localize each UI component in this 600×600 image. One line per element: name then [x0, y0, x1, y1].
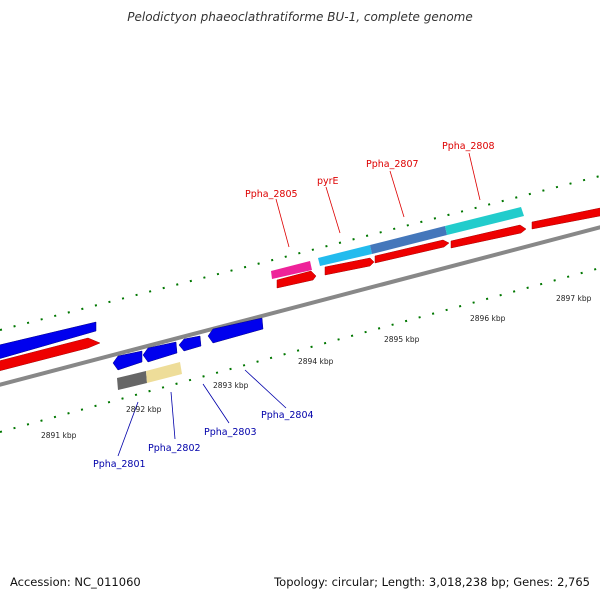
genome-backbone: [0, 225, 600, 387]
forward-tick-track: [0, 175, 600, 331]
feature-ppha-2802[interactable]: [146, 362, 182, 383]
scale-label-2893: 2893 kbp: [213, 381, 249, 390]
map-title: Pelodictyon phaeoclathratiforme BU-1, co…: [127, 10, 473, 24]
reverse-minor-ticks: [0, 267, 600, 433]
feature-ppha-2801[interactable]: [117, 371, 147, 390]
scale-label-2897: 2897 kbp: [556, 294, 592, 303]
reverse-tick-track: [0, 267, 600, 433]
scale-label-2892: 2892 kbp: [126, 405, 162, 414]
label-ppha-2803[interactable]: Ppha_2803: [204, 427, 257, 438]
forward-feature-labels: Ppha_2805 pyrE Ppha_2807 Ppha_2808: [245, 141, 495, 200]
feature-ppha-2805[interactable]: [271, 261, 312, 279]
reverse-cds[interactable]: [0, 321, 97, 360]
scale-label-2895: 2895 kbp: [384, 335, 420, 344]
reverse-cds[interactable]: [178, 335, 202, 352]
reverse-cds[interactable]: [112, 350, 143, 371]
reverse-cds[interactable]: [207, 317, 264, 344]
reverse-feature-labels: Ppha_2801 Ppha_2802 Ppha_2803 Ppha_2804: [93, 410, 314, 470]
forward-cds[interactable]: [374, 239, 450, 264]
genome-summary: Topology: circular; Length: 3,018,238 bp…: [274, 575, 590, 589]
forward-cds[interactable]: [0, 337, 101, 372]
forward-cds[interactable]: [531, 207, 600, 230]
callout-lines: [117, 152, 481, 457]
scale-label-2891: 2891 kbp: [41, 431, 77, 440]
forward-cds[interactable]: [450, 224, 527, 249]
label-pyre[interactable]: pyrE: [317, 176, 339, 187]
forward-cds[interactable]: [324, 257, 375, 276]
feature-pyre[interactable]: [318, 245, 372, 266]
scale-label-2896: 2896 kbp: [470, 314, 506, 323]
forward-minor-ticks: [0, 175, 600, 331]
forward-cds[interactable]: [276, 270, 317, 289]
reverse-cds[interactable]: [142, 341, 178, 363]
label-ppha-2807[interactable]: Ppha_2807: [366, 159, 419, 170]
accession-text: Accession: NC_011060: [10, 575, 141, 589]
label-ppha-2802[interactable]: Ppha_2802: [148, 443, 201, 454]
scale-labels: 2891 kbp 2892 kbp 2893 kbp 2894 kbp 2895…: [41, 294, 592, 440]
label-ppha-2801[interactable]: Ppha_2801: [93, 459, 146, 470]
feature-ppha-2808[interactable]: [445, 207, 524, 235]
reverse-cds-track: [0, 317, 264, 371]
forward-cds-track: [0, 207, 600, 372]
label-ppha-2808[interactable]: Ppha_2808: [442, 141, 495, 152]
label-ppha-2805[interactable]: Ppha_2805: [245, 189, 298, 200]
label-ppha-2804[interactable]: Ppha_2804: [261, 410, 314, 421]
feature-ppha-2807[interactable]: [370, 226, 447, 254]
feature-blocks: [117, 207, 524, 390]
scale-label-2894: 2894 kbp: [298, 357, 334, 366]
